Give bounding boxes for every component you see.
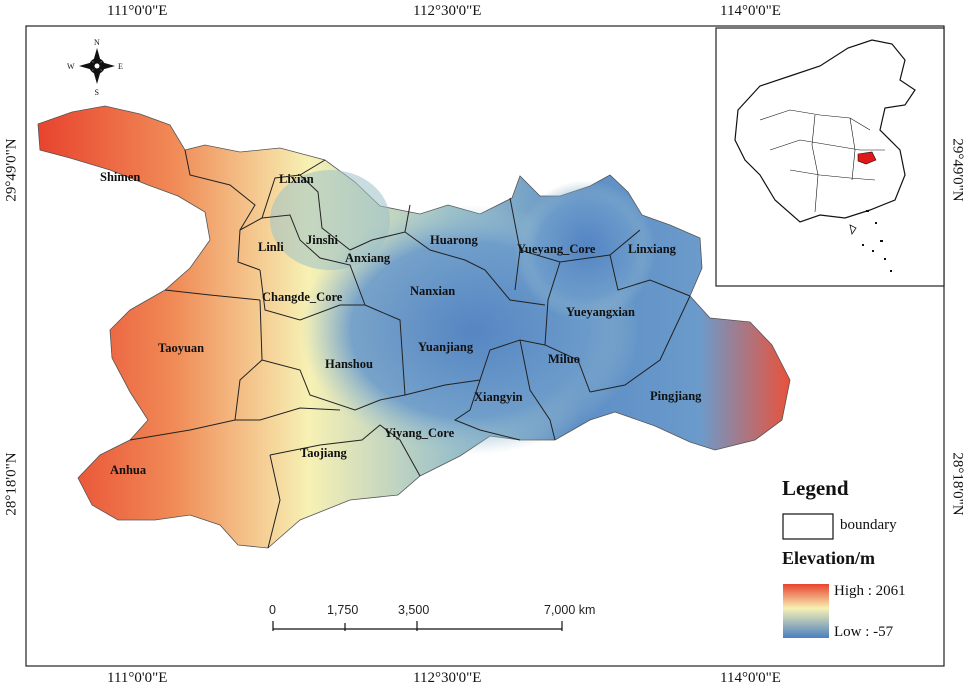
inset-map [715,27,945,287]
place-label: Shimen [100,170,140,184]
legend-elevation-title: Elevation/m [782,548,875,568]
coord-bottom: 114°0'0"E [720,670,781,686]
coord-bottom: 111°0'0"E [107,670,168,686]
compass-w: W [67,62,75,71]
place-label: Linli [258,240,284,254]
place-label: Linxiang [628,242,677,256]
place-label: Lixian [279,172,314,186]
place-label: Yueyangxian [566,305,635,319]
place-label: Miluo [548,352,580,366]
coord-left: 28°18'0"N [3,452,20,516]
place-label: Taoyuan [158,341,204,355]
place-label: Changde_Core [262,290,343,304]
coord-bottom: 112°30'0"E [413,670,482,686]
place-label: Nanxian [410,284,455,298]
scale-bar: 0 1,750 3,500 7,000 km [269,603,595,631]
legend-boundary-label: boundary [840,517,897,533]
coord-left: 29°49'0"N [3,138,20,202]
place-label: Yuanjiang [418,340,474,354]
scale-label: 1,750 [327,603,358,617]
legend-boundary-swatch [782,513,834,540]
place-label: Anxiang [345,251,391,265]
legend-low-label: Low : -57 [834,624,894,640]
place-label: Huarong [430,233,478,247]
legend-elevation-ramp [783,584,829,638]
place-label: Hanshou [325,357,373,371]
place-label: Anhua [110,463,147,477]
compass-icon: N S E W [67,38,123,97]
place-label: Taojiang [300,446,348,460]
place-label: Jinshi [306,233,338,247]
coord-top: 112°30'0"E [413,3,482,19]
scale-label: 3,500 [398,603,429,617]
place-label: Yiyang_Core [384,426,455,440]
compass-e: E [118,62,123,71]
legend-high-label: High : 2061 [834,583,906,599]
compass-s: S [95,88,99,97]
place-label: Pingjiang [650,389,702,403]
coord-top: 114°0'0"E [720,3,781,19]
place-labels: Shimen Lixian Linli Jinshi Anxiang Huaro… [100,170,702,477]
legend-title: Legend [782,476,849,500]
place-label: Xiangyin [474,390,523,404]
scale-label: 7,000 km [544,603,595,617]
place-label: Yueyang_Core [517,242,596,256]
compass-n: N [94,38,100,47]
inset-highlight [857,151,877,165]
coord-top: 111°0'0"E [107,3,168,19]
coord-right: 28°18'0"N [949,452,966,516]
coord-right: 29°49'0"N [949,138,966,202]
scale-label: 0 [269,603,276,617]
